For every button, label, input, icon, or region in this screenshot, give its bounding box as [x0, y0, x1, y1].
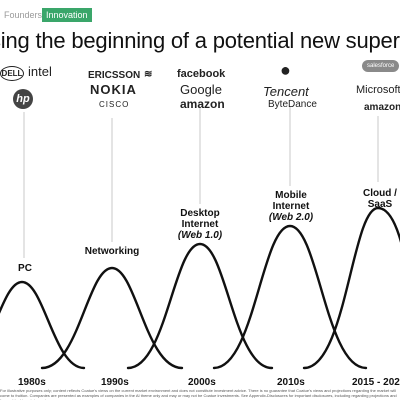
wave-networking [40, 266, 184, 370]
decade-label-2015-2020: 2015 - 2020 [352, 377, 400, 388]
wave-mobile [212, 224, 368, 370]
era-label-mobile: Mobile Internet (Web 2.0) [266, 190, 316, 223]
logo-hp: hp [13, 89, 33, 109]
era-label-cloud: Cloud / SaaS [362, 188, 398, 210]
decade-label-1980s: 1980s [18, 377, 46, 388]
page-title: sing the beginning of a potential new su… [0, 28, 400, 53]
era-label-desktop: Desktop Internet (Web 1.0) [172, 208, 228, 241]
logo-cisco: CISCO [99, 100, 130, 109]
logo-amazon-cloud: amazon [364, 102, 400, 113]
logo-bytedance: ByteDance [268, 99, 317, 110]
logo-tencent: Tencent [263, 84, 309, 99]
era-label-networking: Networking [82, 246, 142, 257]
logo-facebook: facebook [177, 68, 226, 80]
era-label-text: PC [18, 263, 32, 274]
era-sublabel-text: (Web 2.0) [268, 212, 314, 223]
decade-label-2000s: 2000s [188, 377, 216, 388]
top-tag-bar: Founders Innovation [0, 0, 400, 22]
wave-curves [0, 206, 400, 370]
wave-cloud [302, 206, 400, 370]
logo-intel: intel [28, 64, 52, 79]
decade-label-2010s: 2010s [277, 377, 305, 388]
logo-nokia: NOKIA [90, 82, 137, 97]
era-label-text: Cloud / SaaS [363, 188, 397, 210]
era-sublabel-text: (Web 1.0) [177, 230, 223, 241]
wave-desktop [126, 242, 274, 370]
era-label-text: Mobile Internet [272, 190, 310, 212]
disclaimer-text: For illustrative purposes only; content … [0, 388, 397, 400]
decade-label-1990s: 1990s [101, 377, 129, 388]
apple-icon: ● [280, 60, 291, 80]
guide-lines [23, 106, 379, 258]
logo-google: Google [180, 82, 222, 97]
logo-ericsson: ERICSSON [88, 70, 141, 81]
tag-founders[interactable]: Founders [4, 10, 43, 20]
era-label-text: Networking [84, 246, 140, 257]
logo-amazon: amazon [180, 97, 225, 111]
logo-salesforce: salesforce [362, 60, 400, 72]
logo-microsoft: Microsoft [356, 84, 400, 96]
wave-pc [0, 280, 86, 370]
logo-ericsson-mark: ≋ [144, 69, 153, 80]
tag-innovation[interactable]: Innovation [42, 8, 92, 22]
era-label-pc: PC [10, 263, 40, 274]
era-label-text: Desktop Internet [180, 208, 220, 230]
logo-dell: DELL [0, 66, 24, 81]
